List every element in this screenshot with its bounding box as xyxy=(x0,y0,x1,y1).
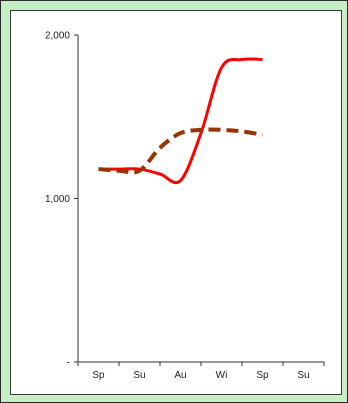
solid-series-line xyxy=(98,57,263,185)
dashed-series-line xyxy=(98,127,263,175)
x-tick-label: Sp xyxy=(256,370,269,381)
x-tick-label: Wi xyxy=(216,370,228,381)
x-tick-label: Au xyxy=(174,370,186,381)
tick-labels: - 1,000 2,000 Sp Su Au Wi Sp Su xyxy=(45,31,310,382)
axes xyxy=(74,34,325,366)
x-tick-label: Sp xyxy=(92,370,105,381)
y-tick-label: 2,000 xyxy=(45,31,70,42)
x-tick-label: Su xyxy=(133,370,145,381)
y-tick-label: 1,000 xyxy=(45,194,70,205)
y-tick-label: - xyxy=(67,358,70,369)
series-lines xyxy=(98,57,263,185)
line-chart: - 1,000 2,000 Sp Su Au Wi Sp Su xyxy=(45,31,325,382)
x-tick-label: Su xyxy=(297,370,309,381)
plot-area: - 1,000 2,000 Sp Su Au Wi Sp Su xyxy=(10,10,342,395)
